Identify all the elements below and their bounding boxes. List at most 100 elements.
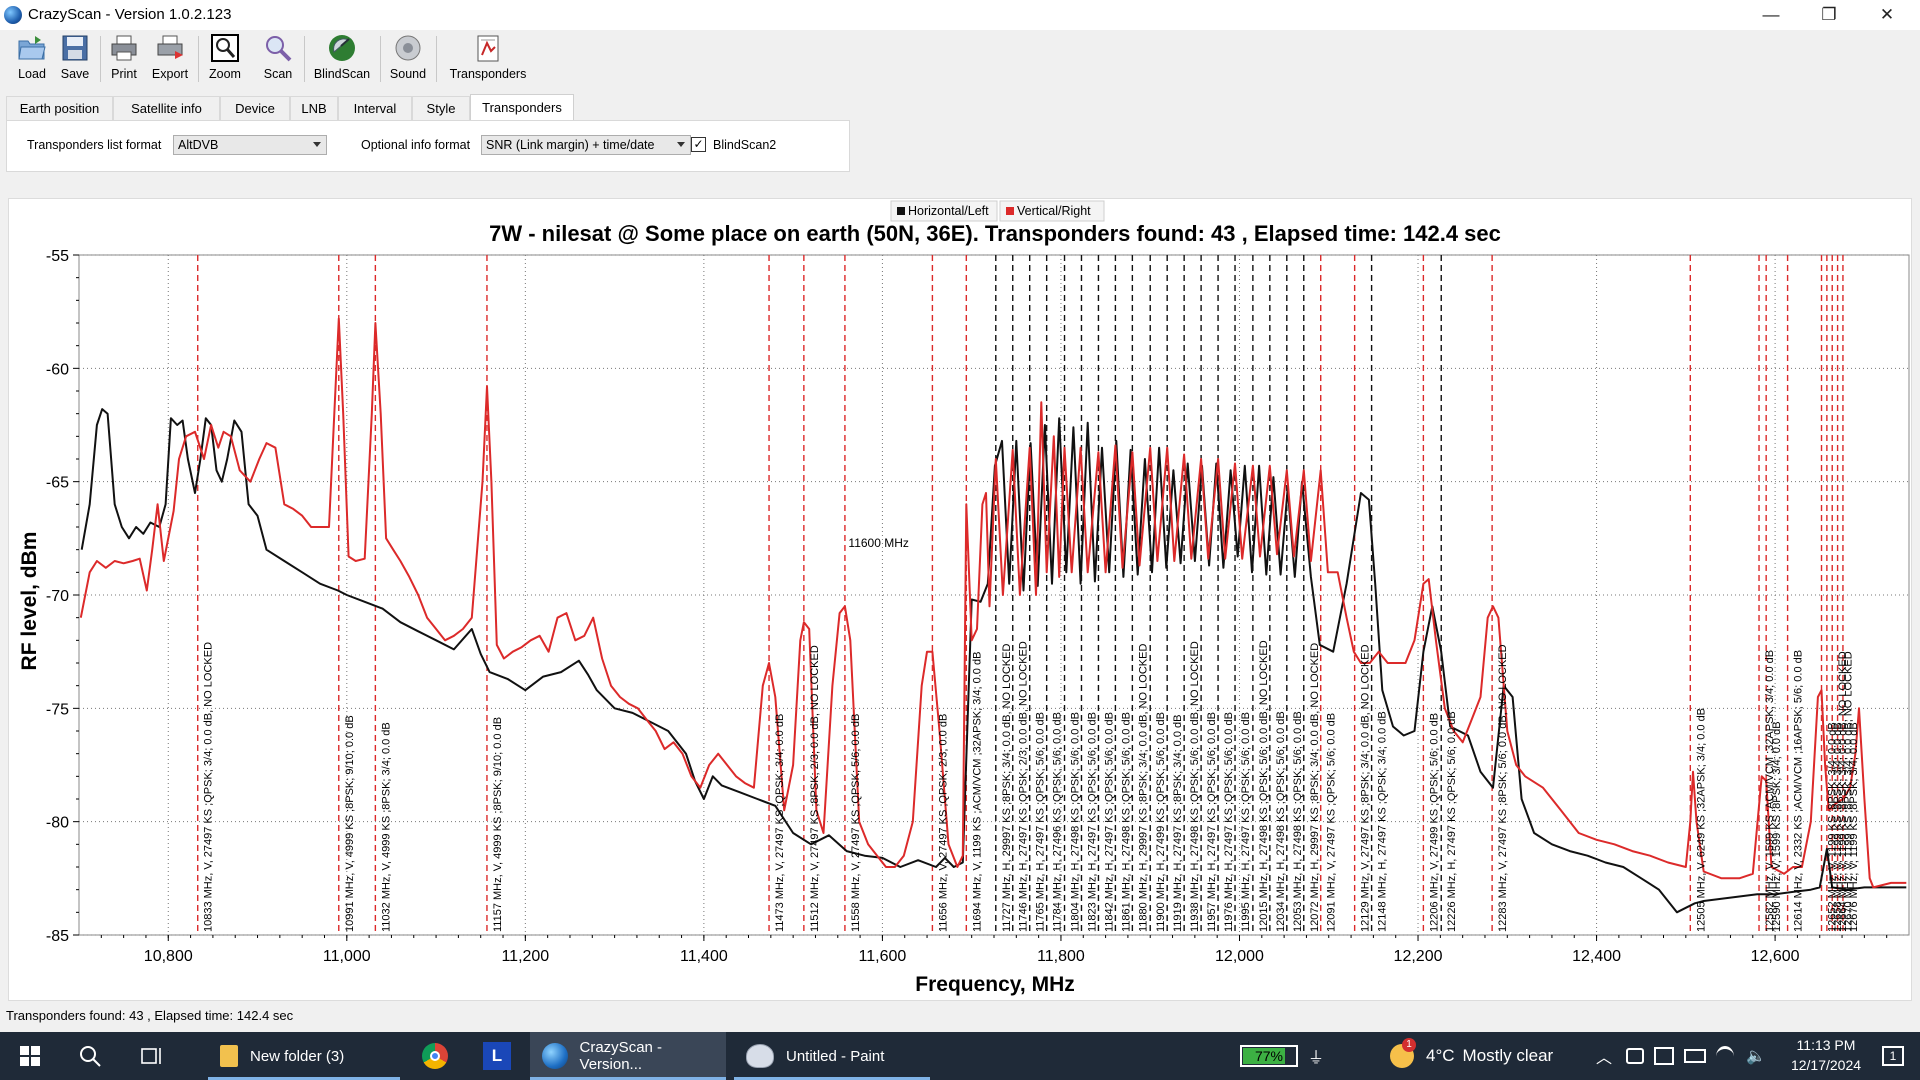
- clock-date[interactable]: 12/17/2024: [1790, 1057, 1862, 1073]
- x-axis-label: Frequency, MHz: [915, 973, 1074, 996]
- blindscan2-checkbox[interactable]: ✓: [691, 137, 706, 152]
- tab-earth-position[interactable]: Earth position: [6, 96, 113, 120]
- zoom-label: Zoom: [209, 67, 241, 81]
- tray-screen-icon[interactable]: [1654, 1032, 1674, 1080]
- transponder-label: 11957 MHz, H, 27497 KS ;QPSK; 5/6; 0.0 d…: [1206, 712, 1218, 932]
- transponder-label: 12206 MHz, V, 27499 KS ;QPSK; 5/6; 0.0 d…: [1428, 713, 1440, 932]
- transponder-label: 11558 MHz, V, 27497 KS ;QPSK; 5/6; 0.0 d…: [850, 714, 862, 932]
- task-view-icon[interactable]: [134, 1032, 170, 1080]
- transponder-label: 12614 MHz, V, 2332 KS ;ACM/VCM ;16APSK; …: [1793, 650, 1805, 932]
- close-button[interactable]: ✕: [1879, 5, 1895, 24]
- blindscan-button[interactable]: BlindScan: [312, 32, 372, 86]
- search-icon[interactable]: [72, 1032, 108, 1080]
- y-tick-label: -70: [46, 588, 69, 605]
- optional-info-select[interactable]: SNR (Link margin) + time/date: [481, 135, 691, 155]
- list-format-select[interactable]: AltDVB: [173, 135, 327, 155]
- legend-vertical-box[interactable]: [999, 200, 1105, 222]
- print-button[interactable]: Print: [106, 32, 142, 86]
- windows-start-icon[interactable]: [12, 1032, 48, 1080]
- transponder-label: 11919 MHz, H, 27497 KS ;8PSK; 3/4; 0.0 d…: [1172, 715, 1184, 932]
- tab-interval[interactable]: Interval: [338, 96, 412, 120]
- taskbar-app-l[interactable]: L: [472, 1032, 522, 1080]
- legend-horizontal-swatch: [897, 207, 905, 215]
- crazyscan-app-icon: [4, 6, 22, 24]
- transponder-label: 11995 MHz, H, 27497 KS ;QPSK; 5/6; 0.0 d…: [1240, 712, 1252, 932]
- windows-taskbar: New folder (3) L CrazyScan - Version... …: [0, 1032, 1920, 1080]
- transponder-label: 10833 MHz, V, 27497 KS ;QPSK; 3/4; 0.0 d…: [203, 642, 215, 932]
- battery-indicator[interactable]: 77% ⏚: [1240, 1032, 1324, 1080]
- tab-satellite-info[interactable]: Satellite info: [113, 96, 220, 120]
- tab-device[interactable]: Device: [220, 96, 290, 120]
- save-button[interactable]: Save: [58, 32, 92, 86]
- transponder-label: 11842 MHz, H, 27497 KS ;QPSK; 5/6; 0.0 d…: [1103, 712, 1115, 932]
- taskbar-app-label: CrazyScan - Version...: [579, 1039, 663, 1073]
- spectrum-lines: [79, 317, 1907, 914]
- battery-small-icon: [1684, 1049, 1706, 1063]
- chevron-down-icon: [313, 142, 321, 147]
- maximize-button[interactable]: ❐: [1821, 5, 1837, 24]
- tab-transponders[interactable]: Transponders: [470, 94, 574, 120]
- tray-wifi-icon[interactable]: [1716, 1032, 1734, 1080]
- export-button[interactable]: Export: [150, 32, 190, 86]
- tab-style[interactable]: Style: [412, 96, 470, 120]
- minimize-button[interactable]: —: [1762, 5, 1780, 24]
- notification-center-icon[interactable]: 1: [1874, 1032, 1912, 1080]
- show-hidden-icons[interactable]: ︿: [1596, 1032, 1612, 1080]
- plug-icon: ⏚: [1308, 1050, 1325, 1067]
- legend-vertical-label: Vertical/Right: [1017, 204, 1091, 218]
- taskbar-app-chrome[interactable]: [410, 1032, 460, 1080]
- load-button[interactable]: Load: [14, 32, 50, 86]
- transponder-label: 12015 MHz, H, 27498 KS ;QPSK; 5/6; 0.0 d…: [1258, 640, 1270, 932]
- spectrum-chart[interactable]: Horizontal/Left Vertical/Right 7W - nile…: [9, 199, 1911, 1000]
- x-tick-label: 11,400: [680, 948, 728, 965]
- optional-info-value: SNR (Link margin) + time/date: [486, 138, 655, 152]
- taskbar-app-new-folder[interactable]: New folder (3): [208, 1032, 400, 1080]
- blindscan2-label: BlindScan2: [713, 138, 777, 152]
- transponder-label: 12148 MHz, H, 27497 KS ;QPSK; 3/4; 0.0 d…: [1377, 711, 1389, 932]
- title-bar: CrazyScan - Version 1.0.2.123 — ❐ ✕: [0, 0, 1920, 30]
- l-app-icon: L: [483, 1042, 511, 1070]
- x-tick-label: 11,800: [1037, 948, 1085, 965]
- spectrum-chart-panel[interactable]: Horizontal/Left Vertical/Right 7W - nile…: [8, 198, 1912, 1001]
- transponder-label: 11032 MHz, V, 4999 KS ;8PSK; 3/4; 0.0 dB: [380, 722, 392, 932]
- x-tick-label: 12,600: [1751, 948, 1800, 965]
- tab-lnb[interactable]: LNB: [290, 96, 338, 120]
- y-tick-label: -60: [46, 361, 69, 378]
- tray-battery-icon[interactable]: [1684, 1032, 1706, 1080]
- toolbar-separator: [380, 36, 381, 82]
- taskbar-running-indicator: [530, 1077, 726, 1080]
- transponder-label: 11512 MHz, V, 27497 KS ;8PSK; 2/3; 0.0 d…: [809, 645, 821, 932]
- transponder-label: 12505 MHz, V, 6249 KS ;32APSK; 3/4; 0.0 …: [1695, 708, 1707, 932]
- y-tick-label: -85: [46, 928, 69, 945]
- floppy-disk-icon: [59, 32, 91, 64]
- optional-info-label: Optional info format: [361, 138, 471, 152]
- printer-icon: [108, 32, 140, 64]
- weather-widget[interactable]: 1 4°C Mostly clear: [1390, 1032, 1553, 1080]
- transponder-label: 12034 MHz, H, 27498 KS ;QPSK; 5/6; 0.0 d…: [1275, 711, 1287, 932]
- tray-volume-icon[interactable]: 🔈: [1746, 1032, 1766, 1080]
- transponder-label: 11938 MHz, H, 27498 KS ;QPSK; 5/6; 0.0 d…: [1189, 641, 1201, 932]
- zoom-button[interactable]: Zoom: [206, 32, 244, 86]
- y-tick-label: -75: [46, 701, 69, 718]
- list-format-value: AltDVB: [178, 138, 219, 152]
- export-label: Export: [151, 67, 189, 81]
- transponder-label: 12652 MHz, V, 1199 KS ;8PSK; 3/4; 0.0 dB: [1827, 722, 1839, 932]
- scan-button[interactable]: Scan: [260, 32, 296, 86]
- transponder-label: 11804 MHz, H, 27498 KS ;QPSK; 5/6; 0.0 d…: [1070, 712, 1082, 932]
- legend-horizontal-box[interactable]: [890, 200, 998, 222]
- legend-horizontal-label: Horizontal/Left: [908, 204, 989, 218]
- wifi-icon: [1716, 1045, 1734, 1067]
- transponder-label: 11694 MHz, V, 1199 KS ;ACM/VCM ;32APSK; …: [971, 652, 983, 932]
- transponder-label: 12072 MHz, H, 29997 KS ;8PSK; 3/4; 0.0 d…: [1309, 643, 1321, 932]
- clock-time[interactable]: 11:13 PM: [1796, 1037, 1856, 1053]
- taskbar-app-paint[interactable]: Untitled - Paint: [734, 1032, 930, 1080]
- taskbar-app-crazyscan[interactable]: CrazyScan - Version...: [530, 1032, 726, 1080]
- transponder-label: 11900 MHz, H, 27499 KS ;QPSK; 5/6; 0.0 d…: [1155, 712, 1167, 932]
- transponder-label: 12053 MHz, H, 27498 KS ;QPSK; 5/6; 0.0 d…: [1292, 711, 1304, 932]
- chart-legend: Horizontal/Left Vertical/Right: [890, 200, 1105, 222]
- speaker-icon: [392, 32, 424, 64]
- tray-camera-icon[interactable]: [1626, 1032, 1644, 1080]
- transponders-button[interactable]: Transponders: [446, 32, 530, 86]
- sound-button[interactable]: Sound: [388, 32, 428, 86]
- y-tick-label: -80: [46, 815, 69, 832]
